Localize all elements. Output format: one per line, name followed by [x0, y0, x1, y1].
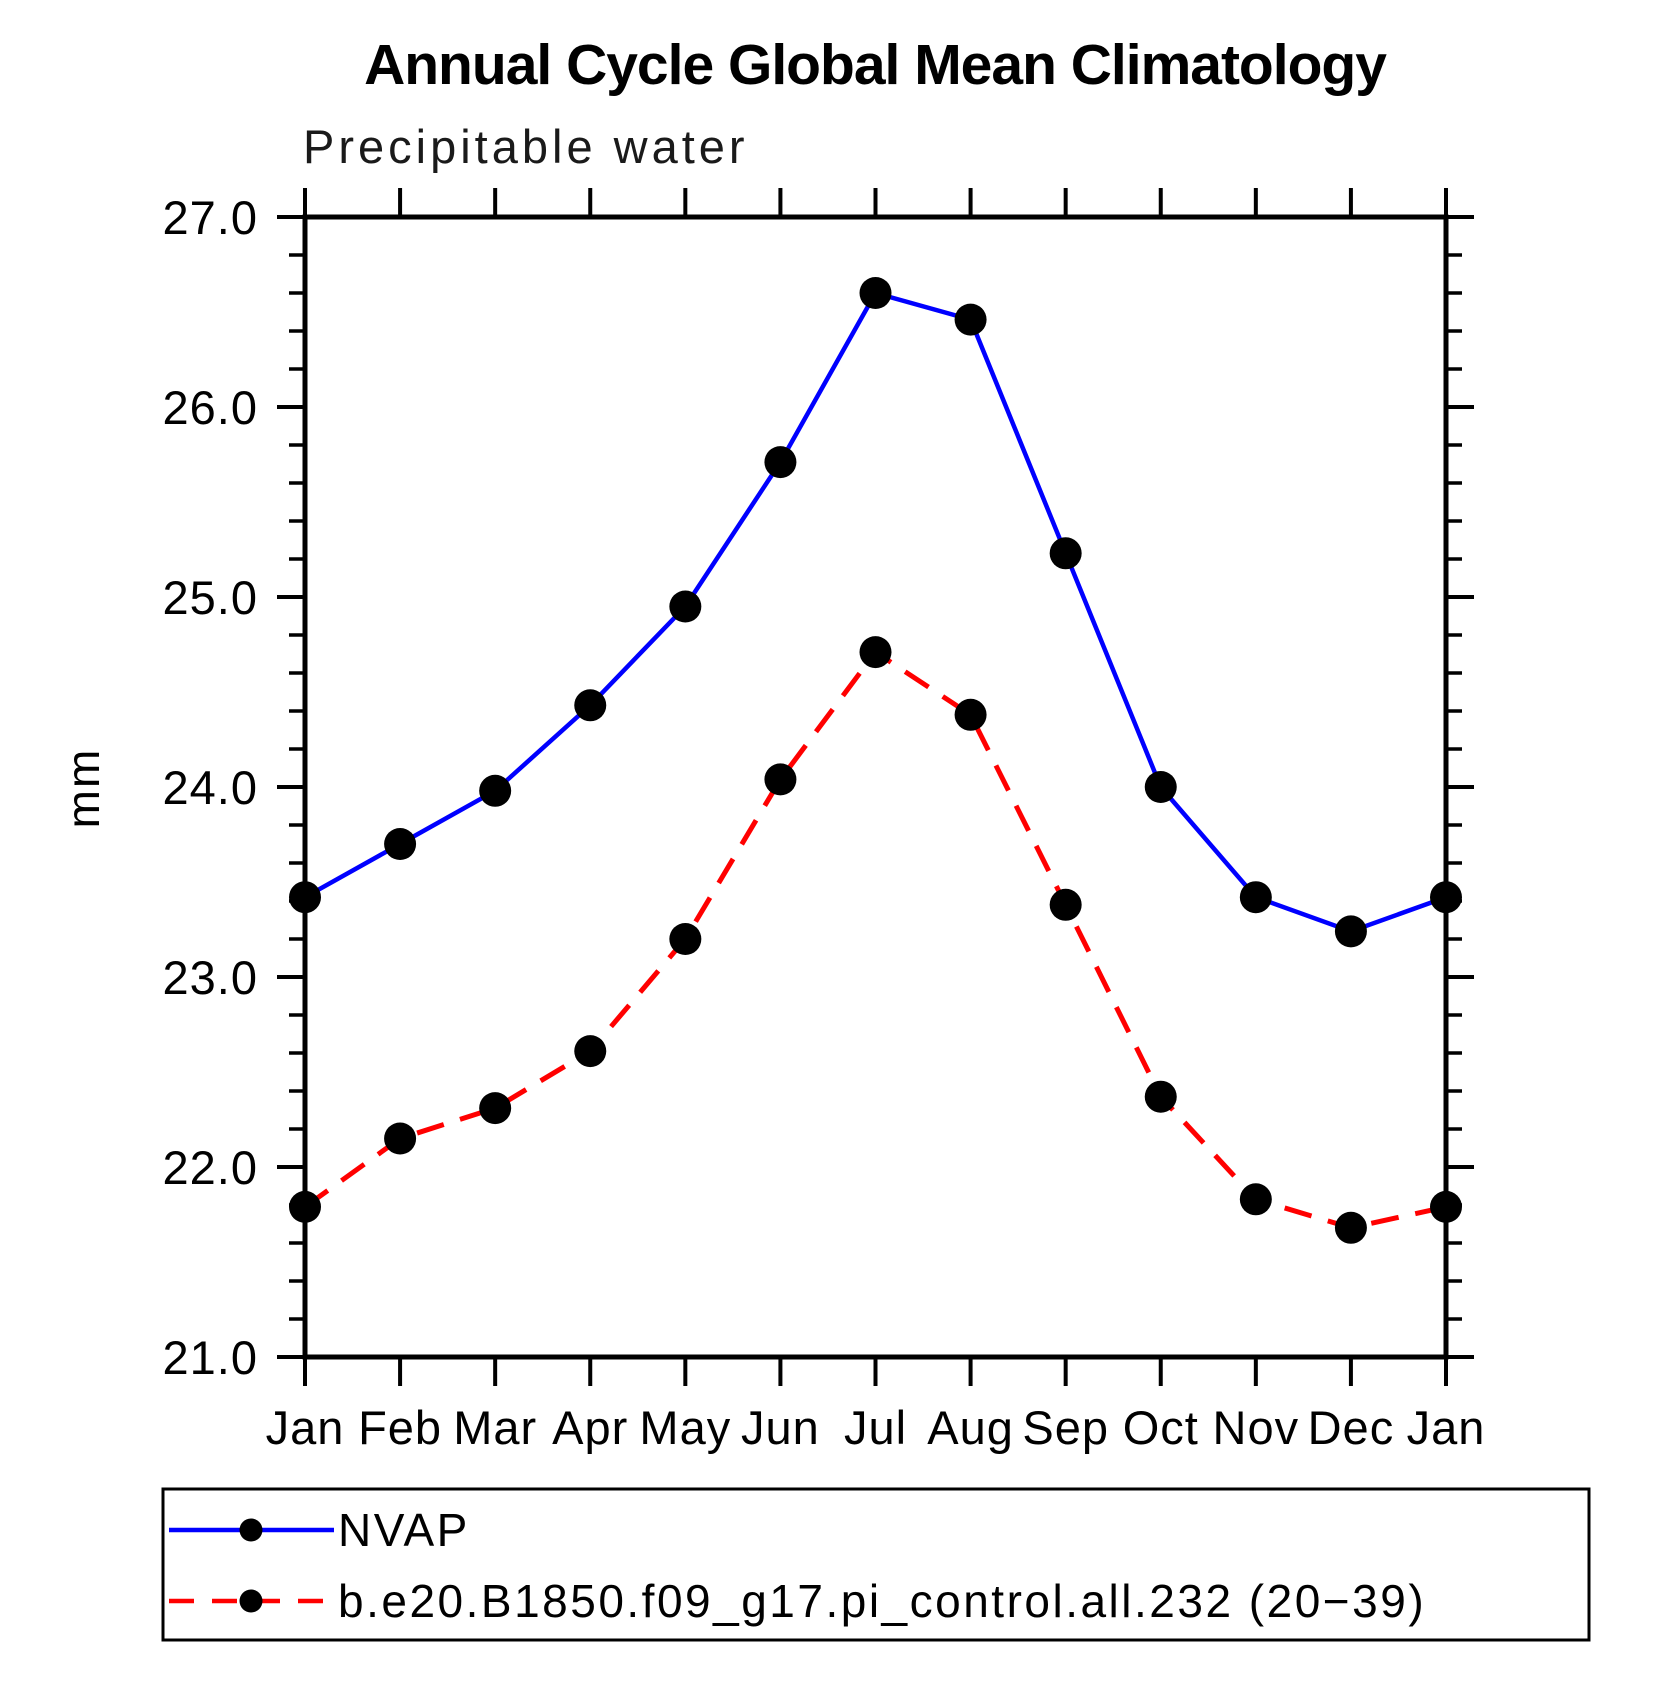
data-point-marker: [669, 590, 702, 623]
x-tick-label: Jul: [844, 1401, 907, 1454]
data-point-marker: [859, 636, 892, 669]
data-point-marker: [954, 698, 987, 731]
chart-title: Annual Cycle Global Mean Climatology: [364, 33, 1387, 97]
data-point-marker: [384, 1122, 417, 1155]
data-point-marker: [859, 277, 892, 309]
data-point-marker: [289, 1190, 321, 1223]
data-point-marker: [1430, 881, 1462, 914]
y-tick-label: 21.0: [163, 1331, 258, 1384]
series-lines: [289, 277, 1462, 1244]
data-point-marker: [384, 828, 417, 860]
data-point-marker: [764, 446, 797, 479]
legend-item: b.e20.B1850.f09_g17.pi_control.all.232 (…: [169, 1575, 1426, 1627]
data-point-marker: [764, 763, 797, 796]
data-point-marker: [1334, 1211, 1367, 1244]
x-tick-label: May: [639, 1401, 731, 1454]
data-point-marker: [954, 303, 987, 336]
data-point-marker: [1144, 771, 1177, 803]
data-point-marker: [1430, 1190, 1462, 1223]
data-point-marker: [574, 689, 607, 722]
data-point-marker: [574, 1035, 607, 1068]
x-tick-label: Apr: [552, 1401, 628, 1454]
data-point-marker: [289, 881, 321, 914]
data-point-marker: [1049, 888, 1082, 921]
x-tick-label: Sep: [1022, 1401, 1109, 1454]
x-tick-label: Jan: [1407, 1401, 1486, 1454]
y-tick-label: 25.0: [163, 571, 258, 624]
x-tick-label: Aug: [927, 1401, 1014, 1454]
legend-marker: [239, 1518, 263, 1542]
series-line-1: [303, 648, 1447, 1231]
x-tick-label: Jun: [741, 1401, 820, 1454]
y-tick-label: 26.0: [163, 381, 258, 434]
data-point-marker: [1334, 915, 1367, 948]
data-point-marker: [479, 1092, 512, 1125]
x-tick-label: Dec: [1308, 1401, 1395, 1454]
x-tick-label: Nov: [1213, 1401, 1300, 1454]
x-tick-label: Oct: [1123, 1401, 1199, 1454]
data-point-marker: [479, 774, 512, 807]
y-tick-label: 22.0: [163, 1141, 258, 1194]
x-tick-label: Mar: [453, 1401, 537, 1454]
y-tick-label: 24.0: [163, 761, 258, 814]
legend-label: b.e20.B1850.f09_g17.pi_control.all.232 (…: [338, 1575, 1426, 1627]
axes: Jan Feb Mar Apr May Jun Jul Aug Sep Oct Nov Dec Jan2…: [163, 188, 1486, 1454]
y-tick-label: 27.0: [163, 191, 258, 244]
series-line-0: [303, 290, 1447, 934]
data-point-marker: [1144, 1080, 1177, 1113]
x-tick-label: Feb: [358, 1401, 442, 1454]
legend-marker: [239, 1589, 263, 1613]
data-point-marker: [669, 923, 702, 955]
data-point-marker: [1049, 537, 1082, 570]
data-point-marker: [1239, 1183, 1272, 1216]
legend-label: NVAP: [338, 1504, 470, 1556]
data-point-marker: [1239, 881, 1272, 914]
y-axis-unit-label: mm: [57, 748, 109, 829]
x-tick-label: Jan: [266, 1401, 345, 1454]
legend-item: NVAP: [169, 1504, 470, 1556]
chart-subtitle: Precipitable water: [303, 120, 749, 173]
y-tick-label: 23.0: [163, 951, 258, 1004]
legend: NVAP b.e20.B1850.f09_g17.pi_control.all.2…: [161, 1487, 1591, 1642]
legend-box: [161, 1487, 1591, 1642]
